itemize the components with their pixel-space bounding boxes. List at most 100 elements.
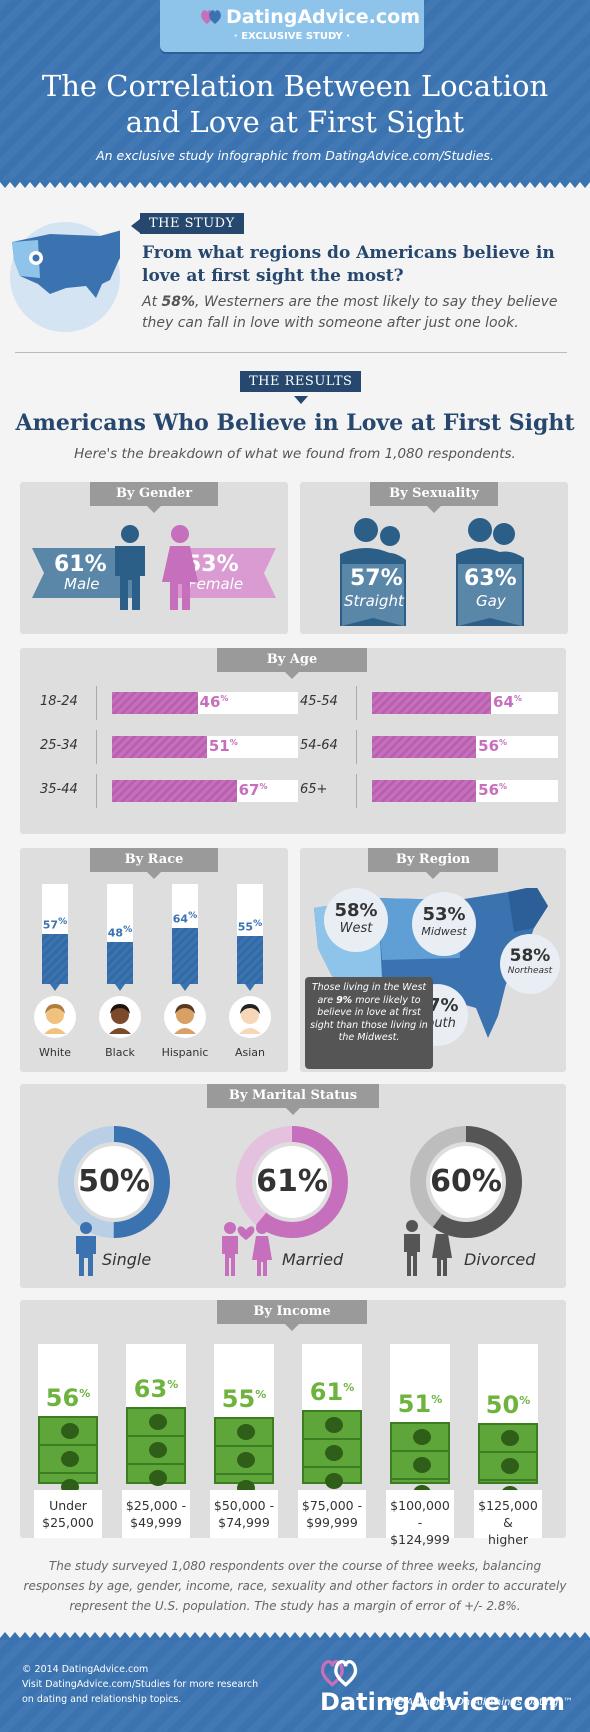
- study-answer: At 58%, Westerners are the most likely t…: [142, 292, 582, 334]
- brand-badge[interactable]: DatingAdvice.com · EXCLUSIVE STUDY ·: [160, 0, 424, 52]
- income-value: 56%: [45, 1383, 91, 1412]
- money-bill-icon: [390, 1477, 450, 1501]
- bill-seal: [61, 1450, 79, 1467]
- money-bill-icon: [478, 1451, 538, 1481]
- region-midwest-label: Midwest: [421, 925, 467, 938]
- married-label: Married: [282, 1250, 344, 1269]
- female-ribbon-shape: [176, 548, 276, 598]
- male-ribbon-shape: [32, 548, 132, 598]
- money-bill-icon: [478, 1479, 538, 1502]
- age-separator: [96, 774, 97, 808]
- divorced-label: Divorced: [464, 1250, 536, 1269]
- race-label: Black: [105, 1046, 135, 1059]
- panel-race: By Race 57% White 48% Black 64% Hispanic 55% As…: [20, 848, 288, 1072]
- race-value: 55%: [237, 917, 263, 934]
- footer-logo[interactable]: DatingAdvice.com: [320, 1658, 590, 1716]
- ring-arc: [236, 1126, 348, 1238]
- female-label: Female: [188, 575, 244, 593]
- money-bill-icon: [390, 1449, 450, 1480]
- income-label-line: $50,000 -: [213, 1498, 275, 1513]
- race-fill: [172, 927, 198, 984]
- study-tag: THE STUDY: [131, 213, 244, 234]
- percent-sign: %: [220, 694, 229, 703]
- region-note-a: Those living in the West are: [311, 982, 427, 1006]
- bill-seal: [149, 1470, 167, 1487]
- us-map-circle: [10, 222, 126, 332]
- age-fill: [112, 736, 207, 758]
- gay-label: Gay: [476, 592, 506, 610]
- age-track: 67%: [112, 780, 298, 802]
- panel-age-tab-label: By Age: [266, 652, 318, 667]
- footer-copy: © 2014 DatingAdvice.com Visit DatingAdvi…: [22, 1662, 262, 1707]
- income-label-line: $49,999: [130, 1515, 182, 1530]
- us-map-icon: [12, 230, 126, 298]
- age-separator: [356, 686, 357, 720]
- marital-ring-svg: [410, 1126, 522, 1238]
- footer-visit-link[interactable]: Visit DatingAdvice.com/Studies for more …: [22, 1679, 259, 1705]
- race-label: Asian: [234, 1046, 266, 1059]
- age-row: 18-24 46%: [40, 686, 300, 720]
- percent-sign: %: [58, 916, 68, 928]
- person-face-icon: [109, 1004, 131, 1034]
- male-pct: 61%: [54, 552, 107, 577]
- region-west-circle: 58% West: [324, 888, 388, 952]
- straight-couple-icon: [340, 518, 406, 626]
- age-value: 56%: [478, 781, 508, 799]
- age-track: 51%: [112, 736, 298, 758]
- panel-race-tab: By Race: [90, 848, 218, 879]
- bill-seal: [149, 1442, 167, 1459]
- age-row: 35-44 67%: [40, 774, 300, 808]
- race-bar: 64%: [172, 884, 198, 991]
- income-label-line: $25,000 -: [125, 1498, 187, 1513]
- page-title-line-1: The Correlation Between Location: [41, 69, 549, 103]
- brand-logo: DatingAdvice.com: [200, 6, 420, 28]
- race-bar: 55%: [237, 884, 263, 991]
- marital-ring-svg: [236, 1126, 348, 1238]
- male-label: Male: [64, 575, 100, 593]
- panel-marital: By Marital Status 50% 61% 60% Single Marri…: [20, 1084, 566, 1288]
- single-person-icon: [76, 1222, 96, 1276]
- race-fill: [107, 941, 133, 984]
- female-figure-icon: [162, 525, 198, 610]
- race-label: Hispanic: [161, 1046, 209, 1059]
- race-avatar: [229, 996, 271, 1038]
- straight-label: Straight: [344, 592, 404, 610]
- page-subtitle: An exclusive study infographic from Dati…: [96, 148, 494, 163]
- money-bill-icon: [302, 1437, 362, 1468]
- money-bill-icon: [126, 1463, 186, 1487]
- income-label: $125,000 & higher: [474, 1490, 542, 1547]
- bill-seal: [237, 1451, 255, 1468]
- ring-center: [256, 1146, 328, 1218]
- age-row: 65+ 56%: [300, 774, 560, 808]
- money-bill-icon: [38, 1415, 98, 1446]
- age-value: 56%: [478, 737, 508, 755]
- study-answer-prefix: At: [142, 294, 162, 310]
- percent-sign: %: [431, 1392, 443, 1406]
- income-label: $25,000 - $49,999: [122, 1490, 190, 1538]
- age-separator: [356, 730, 357, 764]
- results-tag: THE RESULTS: [240, 371, 362, 404]
- region-west-pct: 58%: [334, 900, 378, 921]
- income-label: $100,000 - $124,999: [386, 1490, 454, 1547]
- results-tag-label: THE RESULTS: [249, 374, 353, 389]
- bill-seal: [61, 1422, 79, 1439]
- person-face-icon: [239, 1004, 261, 1034]
- panel-marital-tab-label: By Marital Status: [228, 1088, 358, 1103]
- marital-ring: 61%: [234, 1124, 350, 1240]
- results-subtitle: Here's the breakdown of what we found fr…: [74, 446, 516, 462]
- race-value: 48%: [107, 924, 133, 940]
- footer: [0, 1638, 590, 1732]
- money-bill-icon: [38, 1471, 98, 1495]
- ring-center: [78, 1146, 150, 1218]
- ring-arc: [410, 1126, 522, 1238]
- race-arrow: [115, 984, 125, 991]
- age-separator: [96, 686, 97, 720]
- percent-sign: %: [229, 738, 238, 747]
- age-fill: [372, 780, 477, 802]
- panel-sexuality: By Sexuality 57% Straight 63% Gay: [300, 482, 568, 634]
- region-northeast-pct: 58%: [509, 946, 551, 966]
- age-value: 67%: [238, 781, 268, 799]
- person-face-icon: [44, 1004, 66, 1034]
- bill-seal: [413, 1428, 431, 1445]
- marital-value: 60%: [430, 1164, 502, 1199]
